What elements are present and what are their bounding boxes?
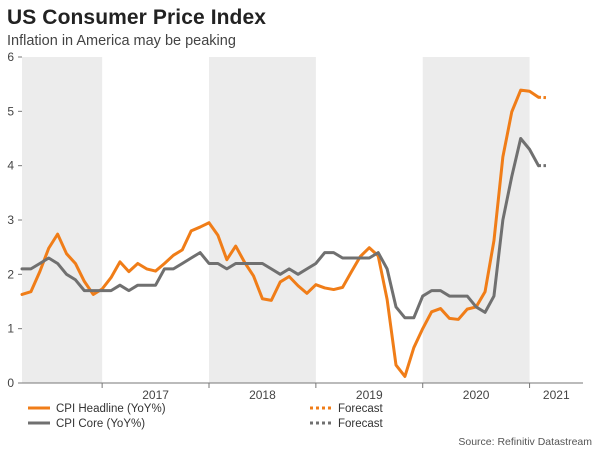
source-note: Source: Refinitiv Datastream xyxy=(458,436,592,448)
legend-label: Forecast xyxy=(338,418,384,430)
legend-label: Forecast xyxy=(338,403,384,415)
y-tick-label: 1 xyxy=(7,322,14,336)
y-tick-label: 5 xyxy=(7,104,14,118)
x-tick-label: 2021 xyxy=(543,388,570,402)
forecast-line-headline xyxy=(538,95,548,100)
series-line-core xyxy=(20,137,540,320)
shaded-band-2018 xyxy=(209,57,316,383)
legend-label: CPI Core (YoY%) xyxy=(56,418,145,430)
series-line-headline xyxy=(20,88,540,378)
y-axis: 0 1 2 3 4 5 6 xyxy=(7,50,22,390)
y-tick-label: 3 xyxy=(7,213,14,227)
chart-subtitle: Inflation in America may be peaking xyxy=(7,33,236,49)
x-axis: 2017 2018 2019 2020 2021 xyxy=(22,382,583,402)
x-tick-label: 2020 xyxy=(463,388,490,402)
shaded-year-bands xyxy=(22,57,530,383)
x-tick-label: 2018 xyxy=(249,388,276,402)
legend-label: CPI Headline (YoY%) xyxy=(56,403,166,415)
x-tick-label: 2017 xyxy=(142,388,169,402)
x-tick-label: 2019 xyxy=(356,388,383,402)
y-tick-label: 6 xyxy=(7,50,14,64)
y-tick-label: 0 xyxy=(7,376,14,390)
series-lines xyxy=(20,88,548,378)
legend: CPI Headline (YoY%) Forecast CPI Core (YoY… xyxy=(28,403,384,430)
y-tick-label: 4 xyxy=(7,159,14,173)
shaded-band-2016 xyxy=(22,57,103,383)
chart-title: US Consumer Price Index xyxy=(7,6,267,29)
y-tick-label: 2 xyxy=(7,267,14,281)
